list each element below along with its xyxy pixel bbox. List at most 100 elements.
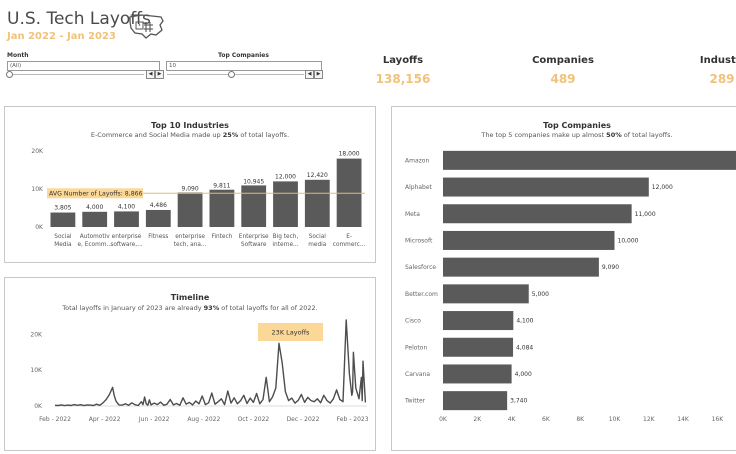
kpi-layoffs-value: 138,156 bbox=[375, 72, 431, 86]
industries-category-label: enterprise bbox=[112, 234, 142, 240]
top-companies-slider-track[interactable] bbox=[167, 74, 304, 75]
industries-bar-value-label: 4,100 bbox=[118, 203, 135, 210]
industries-bar-value-label: 12,000 bbox=[275, 173, 296, 180]
industries-bar bbox=[50, 212, 76, 227]
industries-bar-value-label: 3,805 bbox=[54, 205, 71, 212]
companies-category-label: Carvana bbox=[405, 371, 430, 378]
industries-average-label: AVG Number of Layoffs: 8,866 bbox=[49, 191, 143, 198]
month-slider-track[interactable] bbox=[8, 74, 144, 75]
industries-subtitle-highlight: 25% bbox=[222, 131, 239, 139]
companies-bar bbox=[443, 150, 736, 170]
industries-category-label: Social bbox=[309, 234, 327, 240]
companies-bar bbox=[443, 230, 615, 250]
companies-category-label: Meta bbox=[405, 211, 420, 218]
companies-bar-value-label: 10,000 bbox=[618, 237, 639, 244]
timeline-subtitle-text-end: of total layoffs for all of 2022. bbox=[219, 304, 318, 312]
industries-category-label: Fitness bbox=[148, 234, 168, 240]
industries-bar bbox=[241, 185, 267, 227]
companies-category-label: Better.com bbox=[405, 291, 438, 298]
dashboard-title: U.S. Tech Layoffs bbox=[7, 9, 151, 29]
industries-subtitle: E-Commerce and Social Media made up 25% … bbox=[5, 131, 375, 139]
companies-chart: Amazon Alphabet 12,000 Meta 11,000 Microsoft 1… bbox=[404, 150, 736, 423]
companies-bar bbox=[443, 311, 514, 331]
companies-category-label: Microsoft bbox=[405, 237, 433, 244]
top-companies-filter-label: Top Companies bbox=[218, 52, 269, 59]
companies-subtitle-text: The top 5 companies make up almost bbox=[481, 131, 607, 139]
companies-xtick-label: 14K bbox=[677, 416, 690, 423]
companies-xtick-label: 0K bbox=[439, 416, 448, 423]
top-companies-slider-handle[interactable] bbox=[228, 71, 235, 78]
timeline-annotation-box bbox=[258, 323, 323, 341]
companies-bar-value-label: 4,000 bbox=[515, 371, 532, 378]
kpi-companies-value: 489 bbox=[550, 72, 576, 86]
timeline-panel: Timeline Total layoffs in January of 202… bbox=[4, 277, 376, 451]
top-companies-filter-input[interactable]: 10 bbox=[166, 61, 322, 71]
companies-bar-value-label: 11,000 bbox=[635, 211, 656, 218]
companies-title: Top Companies bbox=[543, 121, 611, 130]
industries-bar-value-label: 9,811 bbox=[213, 183, 230, 190]
industries-bar bbox=[336, 158, 362, 227]
industries-category-label: software,... bbox=[110, 242, 142, 248]
companies-xtick-label: 6K bbox=[542, 416, 551, 423]
companies-bar-value-label: 4,100 bbox=[516, 318, 533, 325]
industries-bar-value-label: 4,486 bbox=[150, 202, 167, 209]
companies-xtick-label: 10K bbox=[609, 416, 622, 423]
kpi-industries-label: Industri bbox=[699, 55, 736, 66]
chevron-left-icon: ◀ bbox=[148, 71, 153, 77]
industries-ytick-label: 10K bbox=[31, 186, 44, 193]
companies-bar-value-label: 4,084 bbox=[516, 344, 533, 351]
kpi-companies-label: Companies bbox=[532, 55, 594, 66]
industries-category-label: Fintech bbox=[211, 234, 232, 240]
month-filter-dropdown[interactable]: (All) bbox=[7, 61, 160, 71]
industries-panel: Top 10 Industries E-Commerce and Social … bbox=[4, 106, 376, 263]
companies-panel: Top Companies The top 5 companies make u… bbox=[391, 106, 736, 451]
industries-category-label: e, Ecomm... bbox=[77, 242, 112, 248]
timeline-xtick-label: Dec - 2022 bbox=[287, 416, 320, 423]
industries-bar bbox=[82, 211, 108, 227]
timeline-annotation-label: 23K Layoffs bbox=[272, 329, 311, 337]
industries-bar bbox=[145, 209, 171, 227]
industries-bar-value-label: 4,000 bbox=[86, 204, 103, 211]
industries-average-label-box bbox=[47, 188, 143, 199]
timeline-chart: 0K 10K 20K Feb - 2022 Apr - 2022 Jun - 2022 Au… bbox=[30, 319, 369, 423]
dashboard-subtitle: Jan 2022 - Jan 2023 bbox=[7, 31, 116, 42]
industries-bar bbox=[114, 211, 139, 227]
month-slider-handle[interactable] bbox=[6, 71, 13, 78]
industries-bar bbox=[177, 192, 203, 227]
companies-xtick-label: 2K bbox=[473, 416, 482, 423]
industries-category-label: Social bbox=[54, 234, 72, 240]
industries-subtitle-text: E-Commerce and Social Media made up bbox=[90, 131, 223, 139]
companies-bar bbox=[443, 391, 508, 411]
companies-bar-value-label: 5,000 bbox=[532, 291, 549, 298]
industries-bar bbox=[273, 181, 298, 227]
companies-xtick-label: 12K bbox=[643, 416, 656, 423]
chevron-left-icon: ◀ bbox=[307, 71, 312, 77]
timeline-ytick-label: 20K bbox=[30, 331, 43, 338]
companies-bar bbox=[443, 204, 632, 224]
timeline-ytick-label: 0K bbox=[34, 403, 43, 410]
timeline-xtick-label: Feb - 2023 bbox=[337, 416, 369, 423]
industries-category-label: enterprise bbox=[175, 234, 205, 240]
month-prev-button[interactable]: ◀ bbox=[146, 70, 155, 79]
industries-category-label: E- bbox=[346, 234, 352, 240]
kpi-industries-value: 289 bbox=[709, 72, 735, 86]
companies-xtick-label: 16K bbox=[712, 416, 725, 423]
month-next-button[interactable]: ▶ bbox=[155, 70, 164, 79]
industries-category-label: interne... bbox=[272, 242, 298, 248]
timeline-title: Timeline bbox=[170, 293, 210, 302]
industries-title: Top 10 Industries bbox=[151, 121, 229, 130]
chevron-right-icon: ▶ bbox=[316, 71, 321, 77]
timeline-subtitle-highlight: 93% bbox=[203, 304, 220, 312]
timeline-ytick-label: 10K bbox=[30, 367, 43, 374]
top-companies-next-button[interactable]: ▶ bbox=[314, 70, 323, 79]
companies-bar bbox=[443, 177, 649, 197]
timeline-xtick-label: Feb - 2022 bbox=[39, 416, 71, 423]
industries-category-label: media bbox=[308, 242, 327, 248]
timeline-xtick-label: Aug - 2022 bbox=[187, 416, 220, 423]
top-companies-prev-button[interactable]: ◀ bbox=[305, 70, 314, 79]
industries-bar-value-label: 9,090 bbox=[182, 185, 199, 192]
kpi-layoffs-label: Layoffs bbox=[382, 55, 424, 66]
companies-xtick-label: 8K bbox=[576, 416, 585, 423]
companies-subtitle-highlight: 50% bbox=[606, 131, 622, 139]
companies-category-label: Salesforce bbox=[405, 264, 436, 271]
